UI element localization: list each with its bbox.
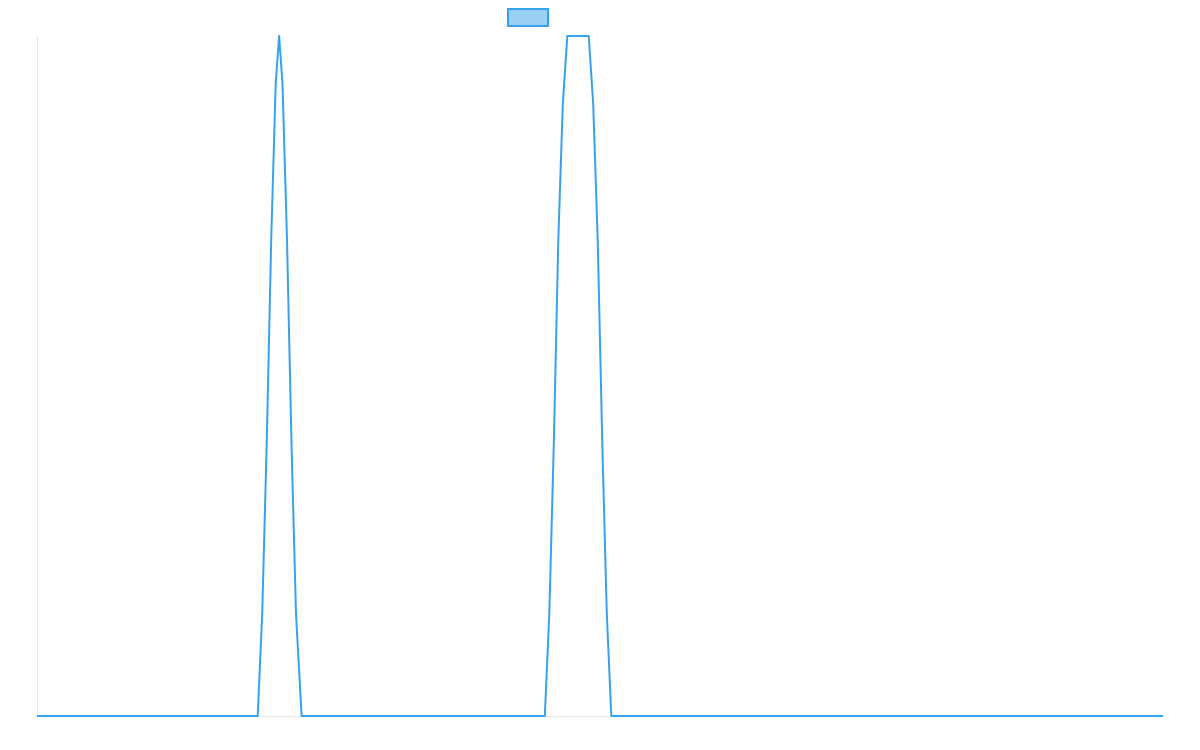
- series-line[interactable]: [37, 35, 1163, 717]
- legend-swatch[interactable]: [507, 8, 549, 27]
- legend[interactable]: [507, 8, 549, 27]
- series-layer: [37, 35, 1163, 717]
